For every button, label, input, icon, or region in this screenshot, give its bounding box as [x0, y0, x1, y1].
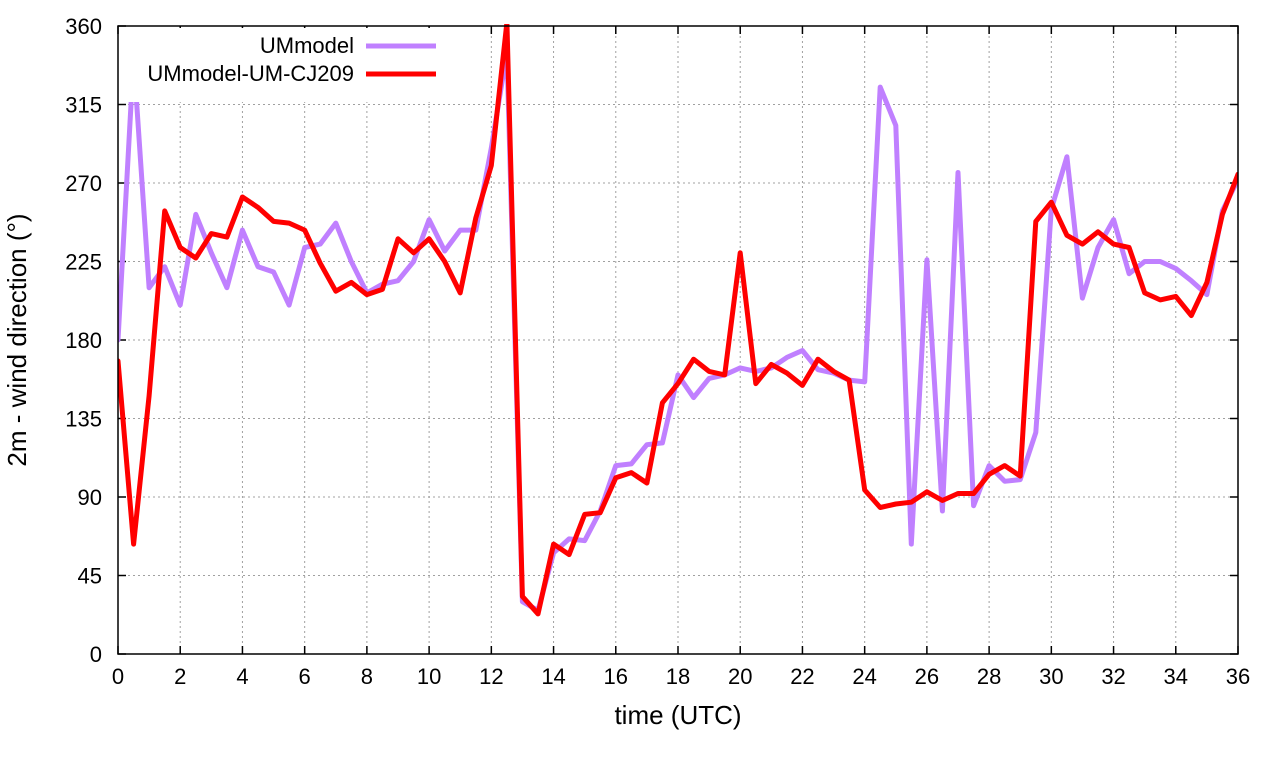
y-tick-label: 135 — [65, 407, 102, 432]
x-axis-label: time (UTC) — [614, 700, 741, 730]
x-tick-label: 24 — [852, 664, 876, 689]
series-lines — [118, 24, 1238, 617]
y-tick-label: 180 — [65, 328, 102, 353]
x-tick-label: 2 — [174, 664, 186, 689]
x-tick-label: 0 — [112, 664, 124, 689]
x-tick-label: 14 — [541, 664, 565, 689]
x-tick-label: 32 — [1101, 664, 1125, 689]
y-tick-label: 45 — [78, 564, 102, 589]
x-tick-label: 8 — [361, 664, 373, 689]
x-tick-label: 30 — [1039, 664, 1063, 689]
x-tick-label: 18 — [666, 664, 690, 689]
x-tick-label: 22 — [790, 664, 814, 689]
y-axis-label: 2m - wind direction (°) — [2, 213, 32, 466]
y-tick-label: 90 — [78, 485, 102, 510]
x-tick-label: 10 — [417, 664, 441, 689]
legend: UMmodel UMmodel-UM-CJ209 — [122, 28, 447, 102]
y-axis-ticks: 0 45 90 135 180 225 270 315 360 — [65, 14, 1238, 667]
x-tick-label: 6 — [299, 664, 311, 689]
y-tick-label: 360 — [65, 14, 102, 39]
x-tick-label: 34 — [1164, 664, 1188, 689]
x-axis-ticks: 0 2 4 6 8 10 12 14 16 18 20 22 24 26 28 30 32 34 36 — [112, 26, 1250, 689]
x-tick-label: 26 — [915, 664, 939, 689]
legend-label-2: UMmodel-UM-CJ209 — [147, 61, 354, 86]
x-tick-label: 4 — [236, 664, 248, 689]
x-tick-label: 20 — [728, 664, 752, 689]
y-tick-label: 0 — [90, 642, 102, 667]
x-tick-label: 36 — [1226, 664, 1250, 689]
series-line-2 — [118, 24, 1238, 617]
x-tick-label: 12 — [479, 664, 503, 689]
y-tick-label: 225 — [65, 250, 102, 275]
plot-frame — [117, 25, 1239, 655]
y-tick-label: 270 — [65, 171, 102, 196]
legend-background — [122, 28, 447, 102]
y-tick-label: 315 — [65, 93, 102, 118]
x-tick-label: 16 — [604, 664, 628, 689]
grid-lines — [118, 26, 1238, 654]
x-tick-label: 28 — [977, 664, 1001, 689]
legend-label-1: UMmodel — [260, 33, 354, 58]
series-line-1 — [118, 49, 1238, 613]
